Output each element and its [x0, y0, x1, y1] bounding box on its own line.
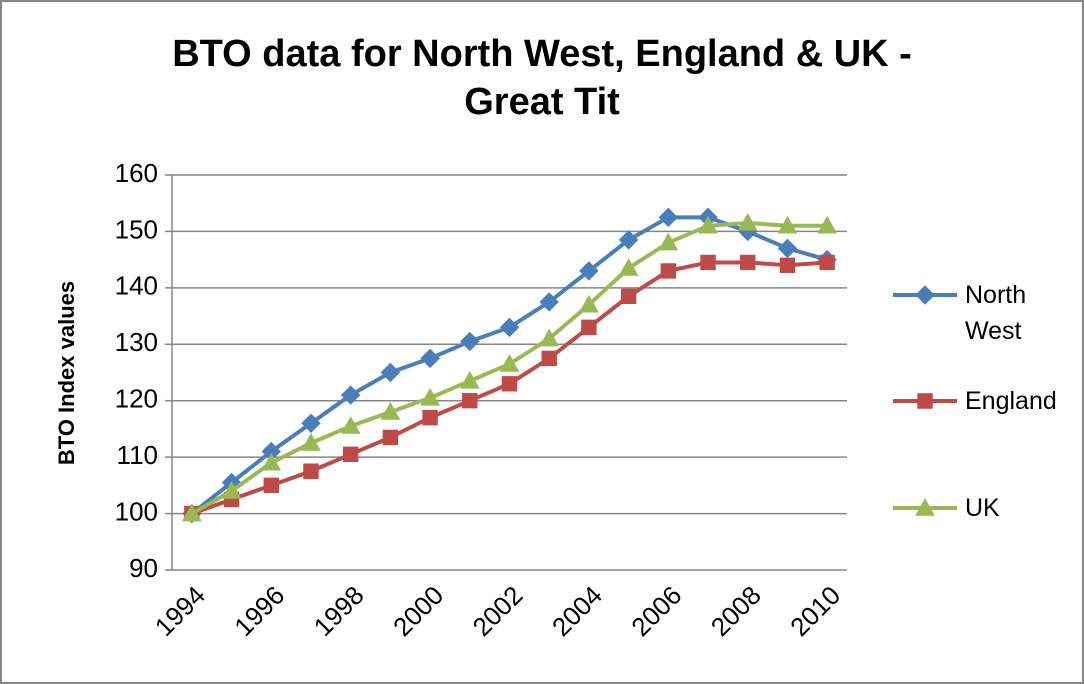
marker	[539, 292, 559, 312]
marker	[499, 317, 520, 338]
marker	[301, 413, 321, 433]
marker	[342, 446, 359, 463]
marker	[460, 331, 480, 352]
marker	[777, 238, 798, 259]
legend-marker	[915, 285, 935, 305]
y-tick-label: 90	[129, 553, 158, 583]
marker	[740, 254, 756, 271]
marker	[459, 370, 480, 389]
marker	[581, 319, 597, 336]
marker	[221, 480, 242, 499]
marker	[698, 215, 718, 234]
legend-marker	[917, 393, 933, 409]
marker	[541, 350, 557, 367]
marker	[301, 433, 321, 451]
marker	[420, 348, 440, 369]
x-tick-label: 2000	[387, 580, 449, 642]
y-tick-label: 110	[117, 440, 158, 470]
marker	[420, 387, 440, 406]
marker	[620, 288, 637, 305]
x-tick-label: 2002	[466, 580, 528, 642]
x-tick-label: 1994	[149, 580, 211, 642]
legend-marker	[915, 497, 935, 516]
x-tick-label: 1998	[308, 580, 370, 642]
marker	[263, 477, 279, 494]
x-tick-label: 2010	[784, 580, 846, 642]
marker	[618, 258, 639, 276]
marker	[539, 328, 560, 347]
y-tick-label: 130	[115, 327, 158, 357]
y-tick-label: 160	[115, 158, 158, 188]
legend-label: North West	[965, 281, 1027, 345]
legend-label: England	[965, 387, 1057, 415]
marker	[817, 215, 837, 234]
marker	[462, 393, 478, 409]
y-tick-label: 100	[115, 496, 158, 526]
y-axis-label: BTO Index values	[54, 281, 79, 465]
marker	[382, 429, 399, 446]
marker	[380, 362, 401, 383]
marker	[501, 376, 518, 392]
marker	[182, 503, 202, 522]
marker	[579, 261, 599, 281]
marker	[819, 254, 835, 271]
marker	[658, 232, 679, 251]
marker	[700, 254, 716, 271]
marker	[499, 354, 520, 372]
marker	[303, 463, 319, 479]
x-tick-label: 2008	[705, 580, 767, 642]
marker	[618, 230, 639, 250]
marker	[340, 416, 361, 434]
marker	[422, 409, 438, 426]
legend-label: UK	[965, 494, 1000, 522]
marker	[340, 385, 361, 405]
y-tick-label: 150	[115, 214, 158, 244]
chart-title: BTO data for North West, England & UK - …	[172, 33, 912, 123]
marker	[660, 263, 677, 279]
y-tick-label: 120	[115, 384, 158, 414]
marker	[261, 452, 282, 471]
marker	[380, 401, 401, 420]
marker	[779, 257, 796, 273]
marker	[579, 294, 599, 313]
x-tick-label: 1996	[228, 580, 290, 642]
marker	[658, 207, 679, 228]
x-tick-label: 2006	[625, 580, 687, 642]
y-tick-label: 140	[115, 271, 158, 301]
marker	[777, 215, 798, 234]
marker	[737, 212, 758, 231]
x-tick-label: 2004	[546, 580, 608, 642]
